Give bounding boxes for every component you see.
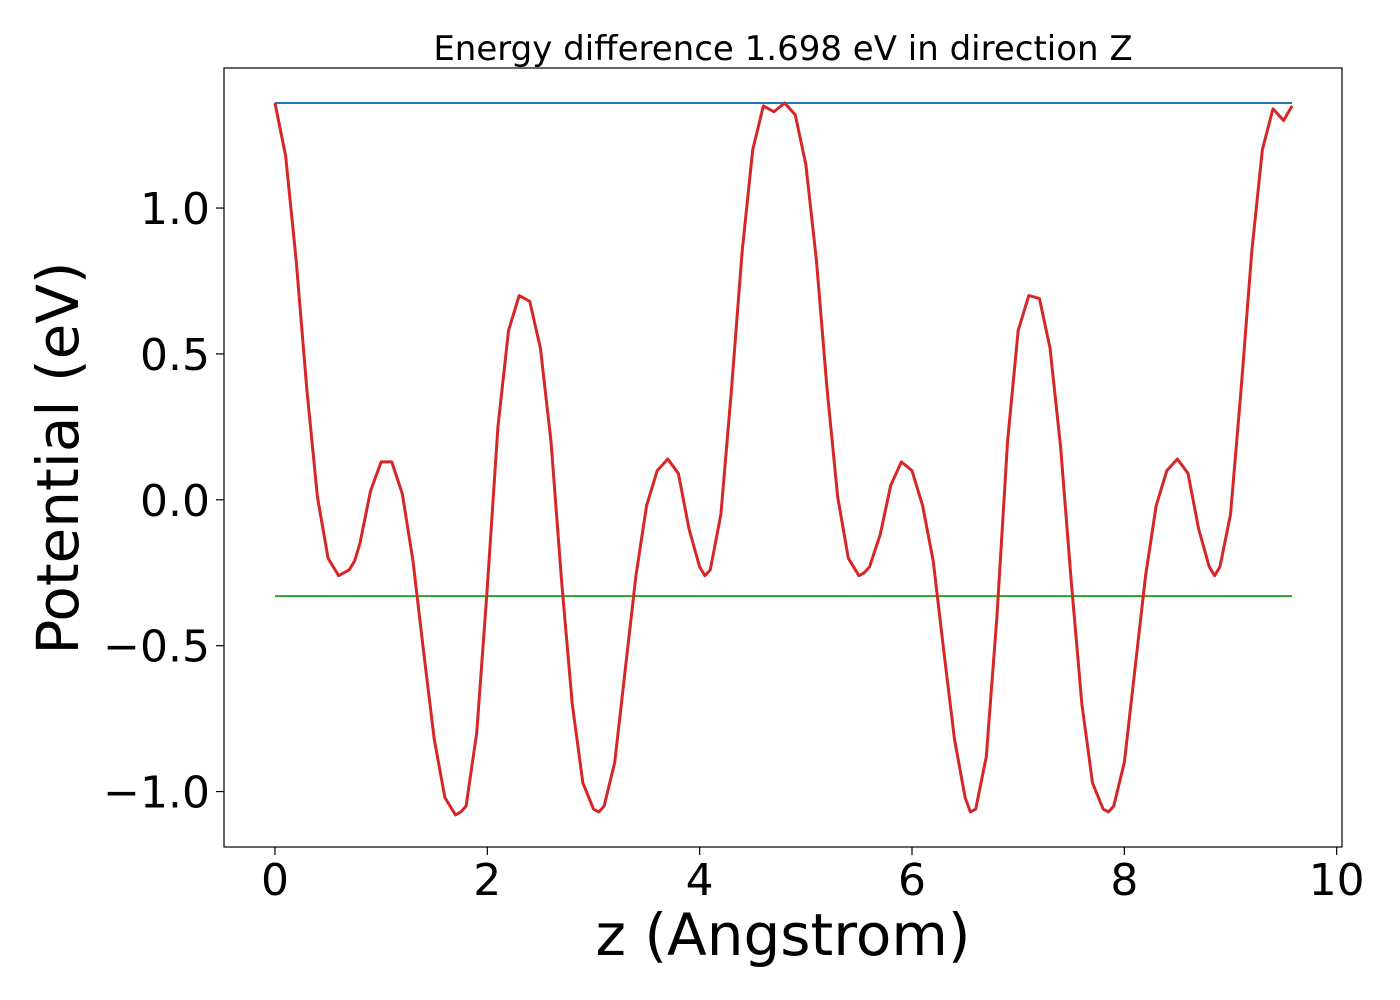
series-layer	[273, 101, 1294, 817]
x-axis: 0 2 4 6 8 10	[261, 847, 1365, 906]
y-tick-label: 0.5	[140, 330, 210, 381]
y-tick-label: −1.0	[103, 768, 210, 819]
series-potential-line	[273, 101, 1294, 817]
x-tick-label: 2	[473, 855, 501, 906]
x-tick-label: 10	[1309, 855, 1365, 906]
x-axis-label: z (Angstrom)	[596, 901, 971, 969]
y-axis: −1.0 −0.5 0.0 0.5 1.0	[103, 184, 224, 819]
plot-frame	[223, 67, 1343, 848]
y-tick-label: 1.0	[140, 184, 210, 235]
y-tick-label: −0.5	[103, 622, 210, 673]
x-tick-label: 8	[1110, 855, 1138, 906]
y-axis-label: Potential (eV)	[24, 261, 92, 654]
y-tick-label: 0.0	[140, 476, 210, 527]
x-tick-label: 4	[686, 855, 714, 906]
x-tick-label: 6	[898, 855, 926, 906]
chart-title: Energy difference 1.698 eV in direction …	[433, 29, 1132, 69]
x-tick-label: 0	[261, 855, 289, 906]
